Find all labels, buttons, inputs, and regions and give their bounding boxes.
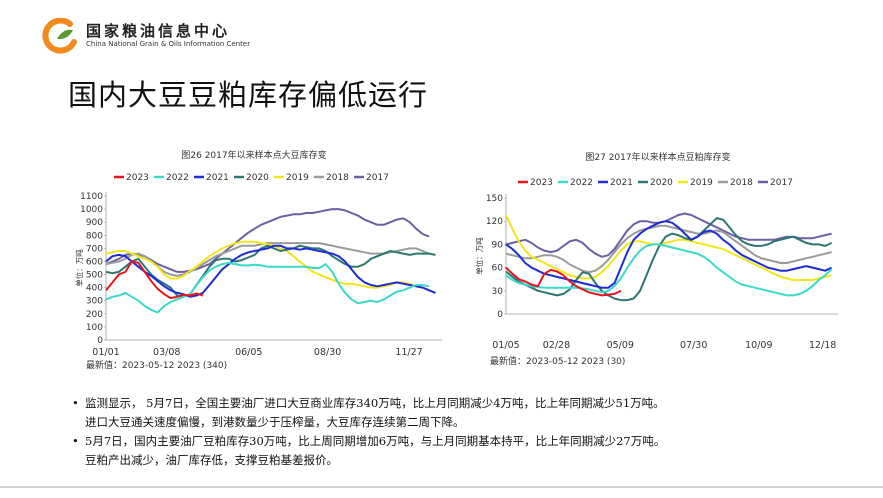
commentary-item-soymeal: 5月7日，国内主要油厂豆粕库存30万吨，比上周同期增加6万吨，与上月同期基本持平… [72,432,872,451]
series-line-2017 [105,208,430,273]
series-line-2020 [505,217,833,302]
series-line-2020 [105,244,436,298]
x-tick-label: 01/01 [92,347,119,358]
legend-label-2020: 2020 [246,173,269,183]
commentary-soymeal-line1: 5月7日，国内主要油厂豆粕库存30万吨，比上周同期增加6万吨，与上月同期基本持平… [85,434,666,448]
x-tick-label: 05/09 [607,340,634,351]
y-tick-label: 120 [486,217,503,227]
logo: 国家粮油信息中心 China National Grain & Oils Inf… [40,18,280,54]
series-line-2021 [505,220,833,289]
commentary-soybean-line2: 进口大豆通关速度偏慢，到港数量少于压榨量，大豆库存连续第二周下降。 [85,415,465,429]
legend-label-2020: 2020 [650,178,673,188]
series-line-2023 [505,266,622,297]
series-line-2019 [505,214,832,281]
y-tick-label: 200 [86,310,103,320]
logo-english-name: China National Grain & Oils Information … [86,40,251,48]
legend-label-2022: 2022 [166,173,189,183]
soymeal-stock-chart: 图27 2017年以来样本点豆粕库存变 2023 2022 2021 2020 2019 2… [476,148,856,370]
footer-divider [0,486,883,488]
y-axis-label: 单位：万吨 [74,249,84,287]
x-tick-label: 08/30 [314,347,341,358]
y-tick-label: 90 [492,240,504,250]
y-tick-label: 60 [492,264,504,274]
soybean-stock-chart: 图26 2017年以来样本点大豆库存变 2023 2022 2021 2020 2019 2… [72,144,452,374]
chart-title: 图27 2017年以来样本点豆粕库存变 [585,151,730,163]
y-tick-label: 600 [86,257,103,267]
series-line-2021 [105,244,436,298]
legend-label-2023: 2023 [126,173,149,183]
y-tick-label: 100 [86,323,103,333]
y-tick-label: 150 [486,194,503,204]
commentary-item-soybean: 监测显示， 5月7日，全国主要油厂进口大豆商业库存340万吨，比上月同期减少4万… [72,394,872,413]
y-tick-label: 800 [86,231,103,241]
y-tick-label: 0 [497,310,503,320]
page-title: 国内大豆豆粕库存偏低运行 [68,78,429,112]
y-tick-label: 30 [492,287,504,297]
x-tick-label: 06/05 [235,347,262,358]
soymeal-stock-chart-svg: 图27 2017年以来样本点豆粕库存变 2023 2022 2021 2020 2019 2… [476,151,838,367]
y-tick-label: 1100 [80,192,103,202]
y-tick-label: 300 [86,297,103,307]
chart-footnote: 最新值：2023-05-12 2023 (340) [86,359,227,371]
y-tick-label: 0 [97,336,103,346]
series-line-2017 [505,212,832,258]
chart-footnote: 最新值：2023-05-12 2023 (30) [490,355,625,367]
legend-label-2021: 2021 [206,173,229,183]
x-tick-label: 07/30 [680,340,707,351]
y-tick-label: 500 [86,271,103,281]
legend-label-2018: 2018 [326,173,349,183]
series-line-2023 [105,260,204,300]
commentary-soymeal-line2: 豆粕产出减少，油厂库存低，支撑豆粕基差报价。 [85,453,338,467]
x-tick-label: 02/28 [543,340,570,351]
legend-label-2019: 2019 [286,173,309,183]
y-axis-label: 单位：万吨 [476,237,484,275]
y-tick-label: 400 [86,284,103,294]
y-tick-label: 700 [86,244,103,254]
x-tick-label: 12/18 [809,340,836,351]
x-tick-label: 10/09 [745,340,772,351]
series-line-2022 [505,243,833,297]
y-tick-label: 1000 [80,205,103,215]
series-line-2019 [105,240,423,289]
x-tick-label: 03/08 [153,347,180,358]
series-line-2022 [105,261,430,314]
legend-label-2017: 2017 [770,178,793,188]
commentary-list: 监测显示， 5月7日，全国主要油厂进口大豆商业库存340万吨，比上月同期减少4万… [72,394,872,470]
series-line-2018 [505,224,832,274]
legend-label-2018: 2018 [730,178,753,188]
y-tick-label: 900 [86,218,103,228]
logo-chinese-name: 国家粮油信息中心 [86,22,231,40]
legend-label-2017: 2017 [366,173,389,183]
logo-mark-icon [42,18,77,54]
chart-title: 图26 2017年以来样本点大豆库存变 [181,149,326,161]
legend-label-2019: 2019 [690,178,713,188]
legend-label-2023: 2023 [530,178,553,188]
legend-label-2022: 2022 [570,178,593,188]
x-tick-label: 01/05 [492,340,519,351]
commentary-soybean-line1: 监测显示， 5月7日，全国主要油厂进口大豆商业库存340万吨，比上月同期减少4万… [85,396,665,410]
soybean-stock-chart-svg: 图26 2017年以来样本点大豆库存变 2023 2022 2021 2020 2019 2… [74,149,442,371]
legend-label-2021: 2021 [610,178,633,188]
x-tick-label: 11/27 [395,347,422,358]
